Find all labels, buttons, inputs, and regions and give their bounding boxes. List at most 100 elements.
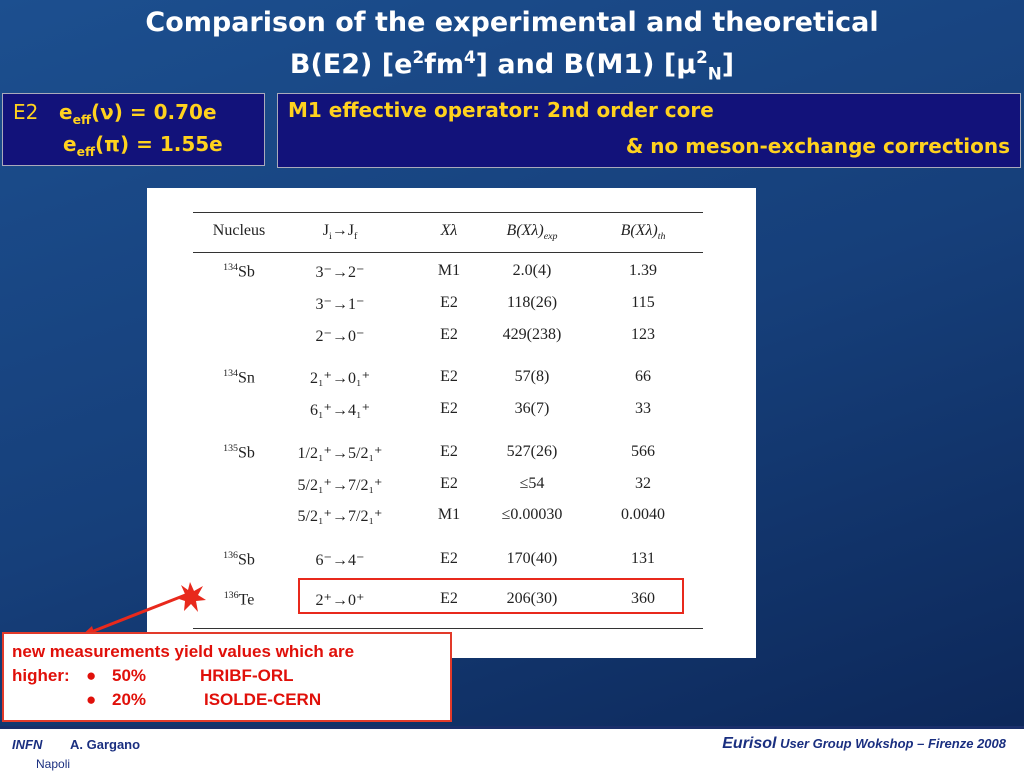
nucleus: 136Sb bbox=[223, 550, 255, 569]
cell: 3⁻→2⁻ bbox=[315, 264, 365, 281]
cell: 429(238) bbox=[502, 326, 562, 343]
t: e bbox=[59, 100, 73, 124]
cell: 5/2₁⁺→7/2₁⁺ bbox=[297, 477, 383, 494]
cell: 360 bbox=[631, 590, 655, 607]
t: eff bbox=[76, 144, 96, 159]
header: Xλ bbox=[440, 222, 458, 239]
lab: ISOLDE-CERN bbox=[204, 690, 322, 709]
rule bbox=[193, 252, 703, 253]
element: Sb bbox=[237, 551, 255, 569]
t: f bbox=[353, 231, 358, 243]
footer: INFN Napoli A. Gargano Eurisol User Grou… bbox=[0, 726, 1024, 771]
m1-line: M1 effective operator: 2nd order core bbox=[288, 98, 714, 122]
m1-box: M1 effective operator: 2nd order core & … bbox=[277, 93, 1021, 168]
t: B(Xλ) bbox=[506, 222, 544, 239]
lab: HRIBF-ORL bbox=[200, 666, 294, 685]
title: Comparison of the experimental and theor… bbox=[0, 6, 1024, 90]
t: 2 bbox=[696, 47, 708, 67]
cell: E2 bbox=[440, 368, 458, 385]
city: Napoli bbox=[36, 757, 71, 771]
cell: M1 bbox=[437, 262, 461, 279]
cell: E2 bbox=[440, 443, 458, 460]
star bbox=[176, 582, 206, 612]
bullet: ● bbox=[86, 690, 97, 709]
element: Sb bbox=[237, 444, 255, 462]
cell: M1 bbox=[437, 506, 461, 523]
e2-box: E2 eeff(ν) = 0.70e eeff(π) = 1.55e bbox=[2, 93, 265, 166]
t: i bbox=[328, 231, 332, 243]
cell: ≤0.00030 bbox=[501, 506, 563, 523]
cell: 1/2₁⁺→5/2₁⁺ bbox=[297, 445, 383, 462]
pct: 20% bbox=[112, 690, 147, 709]
cell: 2⁻→0⁻ bbox=[315, 328, 365, 345]
t: B(E2) [e bbox=[289, 49, 413, 80]
t: e bbox=[63, 132, 77, 156]
note-line: higher: bbox=[12, 666, 70, 685]
header: Nucleus bbox=[212, 222, 266, 239]
cell: 115 bbox=[631, 294, 655, 311]
cell: E2 bbox=[440, 294, 458, 311]
cell: E2 bbox=[440, 400, 458, 417]
t: fm bbox=[424, 49, 464, 80]
t: eff bbox=[72, 112, 92, 127]
cell: 566 bbox=[631, 443, 655, 460]
element: Sn bbox=[237, 369, 255, 387]
eurisol: Eurisol bbox=[722, 735, 777, 752]
header: B(Xλ)exp bbox=[507, 222, 558, 242]
element: Sb bbox=[237, 263, 255, 281]
cell: ≤54 bbox=[519, 475, 545, 492]
cell: 2⁺→0⁺ bbox=[315, 592, 365, 609]
t: 2 bbox=[412, 47, 425, 67]
mass: 136 bbox=[223, 590, 239, 601]
cell: 206(30) bbox=[506, 590, 558, 607]
nucleus: 135Sb bbox=[223, 443, 255, 462]
pct: 50% bbox=[112, 666, 147, 685]
cell: E2 bbox=[440, 326, 458, 343]
cell: 0.0040 bbox=[621, 506, 665, 523]
author: A. Gargano bbox=[70, 737, 141, 752]
cell: 527(26) bbox=[506, 443, 558, 460]
element: Te bbox=[238, 591, 255, 609]
cell: 6⁻→4⁻ bbox=[315, 552, 365, 569]
cell: E2 bbox=[440, 550, 458, 567]
t: →J bbox=[331, 222, 354, 239]
t: ] and B(M1) [μ bbox=[475, 49, 697, 80]
cell: E2 bbox=[440, 475, 458, 492]
t: exp bbox=[543, 231, 558, 243]
cell: 170(40) bbox=[506, 550, 558, 567]
header: Ji→Jf bbox=[323, 222, 358, 242]
t: ] bbox=[721, 49, 735, 80]
nucleus: 136Te bbox=[224, 590, 255, 609]
cell: 3⁻→1⁻ bbox=[315, 296, 365, 313]
rule bbox=[193, 628, 703, 629]
title-line: B(E2) [e2fm4] and B(M1) [μ2N] bbox=[0, 40, 1024, 90]
cell: 123 bbox=[631, 326, 655, 343]
title-line: Comparison of the experimental and theor… bbox=[145, 7, 879, 38]
cell: 118(26) bbox=[506, 294, 558, 311]
rule bbox=[193, 212, 703, 213]
e2-label: E2 bbox=[13, 100, 39, 124]
nucleus: 134Sb bbox=[223, 262, 255, 281]
t: (ν) = 0.70e bbox=[91, 100, 217, 124]
cell: E2 bbox=[440, 590, 458, 607]
mass: 135 bbox=[223, 443, 238, 454]
mass: 134 bbox=[223, 368, 238, 379]
t: N bbox=[707, 63, 722, 84]
t: B(Xλ) bbox=[620, 222, 658, 239]
cell: 6₁⁺→4₁⁺ bbox=[309, 402, 371, 419]
t: (π) = 1.55e bbox=[95, 132, 223, 156]
cell: 66 bbox=[635, 368, 651, 385]
cell: 32 bbox=[635, 475, 651, 492]
m1-line: & no meson-exchange corrections bbox=[625, 134, 1010, 158]
cell: 33 bbox=[635, 400, 651, 417]
eff-nu: eeff(ν) = 0.70e bbox=[59, 100, 217, 127]
table: Nucleus Ji→Jf Xλ B(Xλ)exp B(Xλ)th 134Sb 3… bbox=[147, 188, 756, 658]
t: J bbox=[322, 222, 329, 239]
cell: 1.39 bbox=[629, 262, 657, 279]
cell: 2₁⁺→0₁⁺ bbox=[309, 370, 371, 387]
eff-pi: eeff(π) = 1.55e bbox=[63, 132, 223, 159]
cell: 131 bbox=[631, 550, 655, 567]
header: B(Xλ)th bbox=[621, 222, 666, 242]
t: th bbox=[657, 231, 666, 243]
